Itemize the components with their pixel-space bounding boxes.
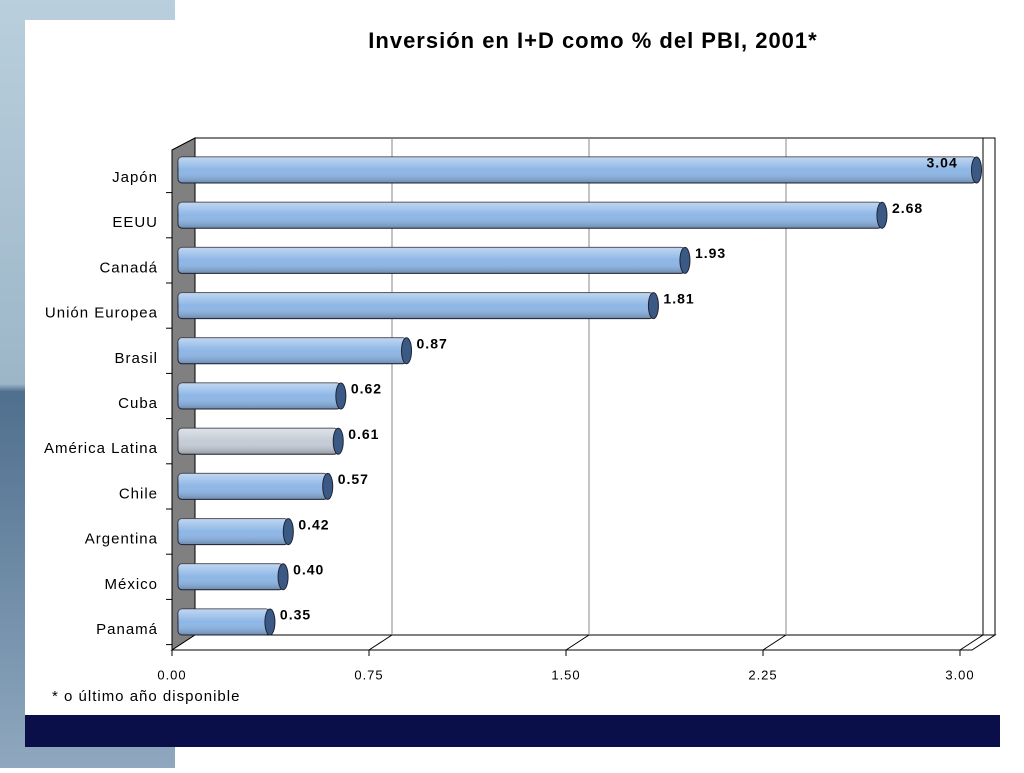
y-tick-label: Japón [112,169,158,186]
x-tick-label: 0.75 [354,667,383,682]
y-tick-label: Cuba [118,395,158,412]
grid-line [959,634,984,651]
value-label: 0.61 [348,426,379,442]
bar-shade [178,337,407,364]
footnote: * o último año disponible [52,688,240,705]
bar-shade [178,518,289,545]
value-label: 1.81 [663,290,694,306]
value-label: 3.04 [927,155,958,171]
y-tick-label: EEUU [112,214,158,231]
y-tick-label: Panamá [96,621,158,638]
y-tick-label: Argentina [85,531,158,548]
grid-line [368,634,393,651]
value-label: 1.93 [695,245,726,261]
value-label: 0.62 [351,381,382,397]
bar-end [335,382,347,410]
grid-line [762,634,787,651]
bar-shade [178,609,270,635]
bar-end [282,518,294,546]
y-tick-label: Unión Europea [45,305,158,322]
bar-shade [178,428,339,455]
bar-end [401,337,413,365]
chart-title: Inversión en I+D como % del PBI, 2001* [368,28,817,53]
bar-shade [178,157,977,183]
y-tick-label: México [104,576,158,593]
y-tick-label: Brasil [114,350,158,367]
bar-end [971,156,983,184]
value-label: 0.40 [293,562,324,578]
bar-end [277,563,289,591]
y-tick-label: Canadá [99,259,158,276]
value-label: 0.87 [417,336,448,352]
value-label: 0.42 [298,516,329,532]
value-label: 0.57 [338,471,369,487]
value-label: 0.35 [280,607,311,623]
x-tick-label: 0.00 [157,667,186,682]
bar-shade [178,247,685,274]
y-tick-label: América Latina [44,440,158,457]
floor [170,634,997,651]
bar-shade [178,292,654,319]
bar-end [322,472,334,500]
bar-end [876,201,888,229]
bar-shade [178,563,284,590]
x-tick-label: 3.00 [945,667,974,682]
bar-end [264,608,276,636]
bar-shade [178,383,341,409]
grid-line [565,634,590,651]
bar-shade [178,473,328,500]
value-label: 2.68 [892,200,923,216]
y-tick-label: Chile [119,485,158,502]
x-tick-label: 2.25 [748,667,777,682]
bar-end [679,246,691,274]
bar-shade [178,202,882,229]
x-tick-label: 1.50 [551,667,580,682]
bar-end [332,427,344,455]
footer-band [25,715,1000,747]
bar-end [647,292,659,320]
